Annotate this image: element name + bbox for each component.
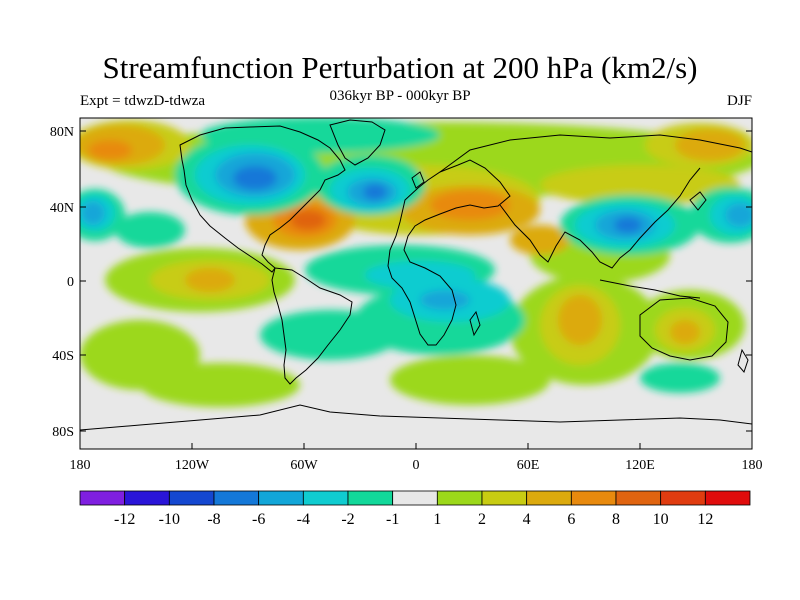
- colorbar-label: -1: [386, 511, 399, 528]
- colorbar-swatch: [168, 490, 215, 506]
- colorbar-swatch: [704, 490, 751, 506]
- colorbar-swatch: [124, 490, 170, 506]
- colorbar-label: 4: [523, 511, 531, 528]
- colorbar-swatch: [213, 490, 260, 506]
- colorbar-label: -10: [159, 511, 180, 528]
- colorbar-label: -8: [207, 511, 220, 528]
- lon-label-180e: 180: [742, 458, 763, 473]
- colorbar-swatch: [302, 490, 349, 506]
- colorbar-swatch: [526, 490, 572, 506]
- tick-marks: [79, 130, 753, 449]
- colorbar-label: -6: [252, 511, 265, 528]
- colorbar-swatch: [615, 490, 662, 506]
- colorbar: -12 -10 -8 -6 -4 -2 -1 1 2 4 6 8 10 12: [79, 490, 751, 528]
- colorbar-swatch: [436, 490, 483, 506]
- colorbar-label: 2: [478, 511, 486, 528]
- lon-label-180w: 180: [70, 458, 91, 473]
- colorbar-label: 1: [433, 511, 441, 528]
- colorbar-swatch: [570, 490, 617, 506]
- colorbar-swatch: [258, 490, 304, 506]
- lat-label-80n: 80N: [50, 125, 74, 140]
- lon-label-120w: 120W: [175, 458, 210, 473]
- lat-label-0: 0: [67, 275, 74, 290]
- lat-label-40s: 40S: [52, 349, 74, 364]
- colorbar-swatch: [347, 490, 394, 506]
- lat-label-40n: 40N: [50, 201, 74, 216]
- colorbar-swatch: [660, 490, 706, 506]
- colorbar-label: 10: [653, 511, 669, 528]
- lon-label-120e: 120E: [625, 458, 655, 473]
- colorbar-swatch: [79, 490, 126, 506]
- lat-label-80s: 80S: [52, 425, 74, 440]
- colorbar-label: -4: [297, 511, 310, 528]
- period-label: 036kyr BP - 000kyr BP: [329, 88, 471, 104]
- season-label: DJF: [726, 93, 752, 109]
- colorbar-label: -12: [114, 511, 135, 528]
- lon-label-60w: 60W: [290, 458, 318, 473]
- plot-title: Streamfunction Perturbation at 200 hPa (…: [102, 50, 698, 85]
- colorbar-label: 6: [567, 511, 575, 528]
- lon-label-0: 0: [413, 458, 420, 473]
- coastlines: [80, 119, 752, 431]
- lon-label-60e: 60E: [517, 458, 540, 473]
- colorbar-swatch: [392, 490, 438, 506]
- experiment-label: Expt = tdwzD-tdwza: [80, 93, 206, 109]
- colorbar-swatch: [481, 490, 528, 506]
- colorbar-label: -2: [341, 511, 354, 528]
- colorbar-label: 8: [612, 511, 620, 528]
- colorbar-label: 12: [697, 511, 713, 528]
